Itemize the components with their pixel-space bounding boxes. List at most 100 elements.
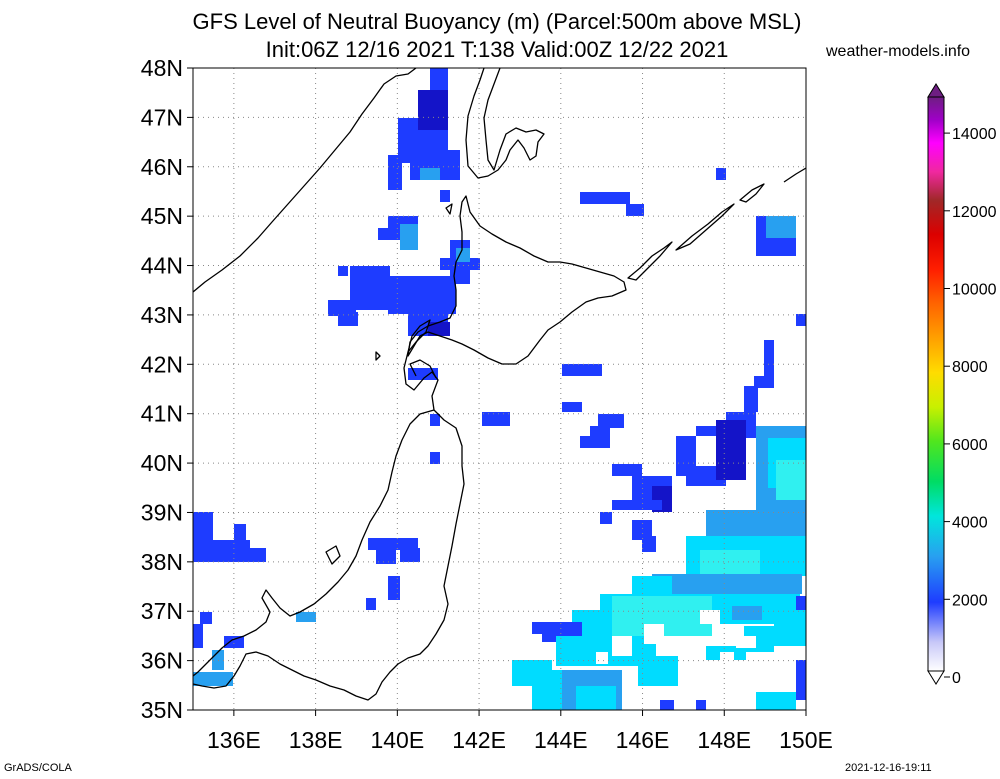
lat-label: 45N [141, 203, 183, 229]
field-cell [756, 692, 796, 710]
field-cell [388, 276, 456, 314]
field-cell [732, 606, 762, 620]
field-gap [736, 636, 756, 648]
site-label: weather-models.info [826, 43, 971, 60]
field-cell [590, 426, 610, 448]
colorbar: 0 2000 4000 6000 8000 10000 12000 14000 [927, 83, 997, 687]
field-cell [532, 622, 544, 634]
lat-label: 38N [141, 549, 183, 575]
field-cell [598, 414, 624, 428]
field-cell [456, 248, 470, 262]
chart-subtitle: Init:06Z 12/16 2021 T:138 Valid:00Z 12/2… [265, 37, 729, 62]
field-cell [200, 540, 250, 562]
field-cell [562, 364, 602, 376]
lon-label: 140E [370, 727, 424, 753]
lon-label: 136E [207, 727, 261, 753]
lat-label: 43N [141, 302, 183, 328]
latitude-labels: 35N 36N 37N 38N 39N 40N 41N 42N 43N 44N 45N 46N 47N 4… [141, 55, 193, 723]
field-cell [766, 216, 796, 238]
lat-label: 39N [141, 499, 183, 525]
field-cell [400, 548, 420, 562]
field-gap [612, 636, 632, 656]
field-cell [224, 636, 244, 648]
field-cell [776, 460, 806, 500]
field-cell [580, 192, 630, 204]
lat-label: 48N [141, 55, 183, 81]
colorbar-label: 2000 [952, 592, 988, 609]
field-cell [796, 660, 806, 700]
field-cell [296, 612, 316, 622]
colorbar-label: 8000 [952, 359, 988, 376]
field-gap [696, 436, 716, 466]
field-cell [796, 596, 806, 610]
field-cell [632, 520, 652, 540]
field-cell [744, 386, 758, 412]
field-cell [376, 548, 396, 564]
field-cell [764, 340, 774, 384]
footer-left: GrADS/COLA [4, 762, 72, 774]
map-frame [192, 67, 807, 711]
field-cell [652, 574, 802, 594]
field-cell [562, 402, 582, 412]
field-cell [428, 322, 450, 336]
field-cell [420, 168, 440, 180]
field-cell [660, 700, 674, 710]
field-cell [368, 538, 418, 550]
field-cell [796, 314, 806, 326]
field-cell [716, 420, 746, 480]
field-gap [596, 652, 608, 664]
longitude-labels: 136E 138E 140E 142E 144E 146E 148E 150E [207, 710, 833, 753]
field-cell [576, 686, 616, 710]
field-cell [612, 500, 662, 510]
footer-right: 2021-12-16-19:11 [845, 762, 932, 774]
lat-label: 46N [141, 154, 183, 180]
field-gap [720, 652, 734, 666]
field-gap [700, 610, 720, 624]
lat-label: 35N [141, 697, 183, 723]
lon-label: 144E [534, 727, 588, 753]
colorbar-label: 10000 [952, 282, 997, 299]
field-cell [368, 266, 388, 278]
field-cell [642, 536, 656, 552]
colorbar-label: 14000 [952, 126, 997, 143]
colorbar-label: 12000 [952, 204, 997, 221]
lon-label: 150E [779, 727, 833, 753]
field-cell [400, 224, 418, 250]
lat-label: 36N [141, 648, 183, 674]
field-cell [408, 368, 438, 380]
field-cell [388, 576, 400, 600]
field-cell [200, 612, 212, 624]
field-cell [338, 266, 348, 276]
field-cell [716, 168, 726, 180]
field-cell [193, 624, 203, 648]
field-cell [430, 414, 440, 426]
lat-label: 47N [141, 104, 183, 130]
coastlines [193, 68, 806, 701]
field-cell [388, 155, 402, 190]
field-cell [366, 598, 376, 610]
lon-label: 146E [616, 727, 670, 753]
colorbar-label: 0 [952, 670, 961, 687]
buoyancy-field [193, 68, 806, 710]
field-cell [626, 204, 644, 216]
colorbar-label: 6000 [952, 437, 988, 454]
lat-label: 44N [141, 253, 183, 279]
lon-label: 138E [289, 727, 343, 753]
field-cell [580, 436, 590, 448]
field-cell [193, 672, 233, 686]
colorbar-label: 4000 [952, 515, 988, 532]
lat-label: 37N [141, 598, 183, 624]
field-cell [430, 452, 440, 464]
field-cell [338, 312, 358, 326]
lon-label: 142E [452, 727, 506, 753]
field-cell [600, 512, 612, 524]
field-gap [644, 624, 664, 644]
lon-label: 148E [697, 727, 751, 753]
field-cell [440, 190, 450, 202]
lat-label: 42N [141, 351, 183, 377]
field-cell [696, 700, 706, 710]
field-cell [418, 90, 448, 130]
field-gap [682, 660, 702, 680]
field-cell [234, 524, 246, 540]
